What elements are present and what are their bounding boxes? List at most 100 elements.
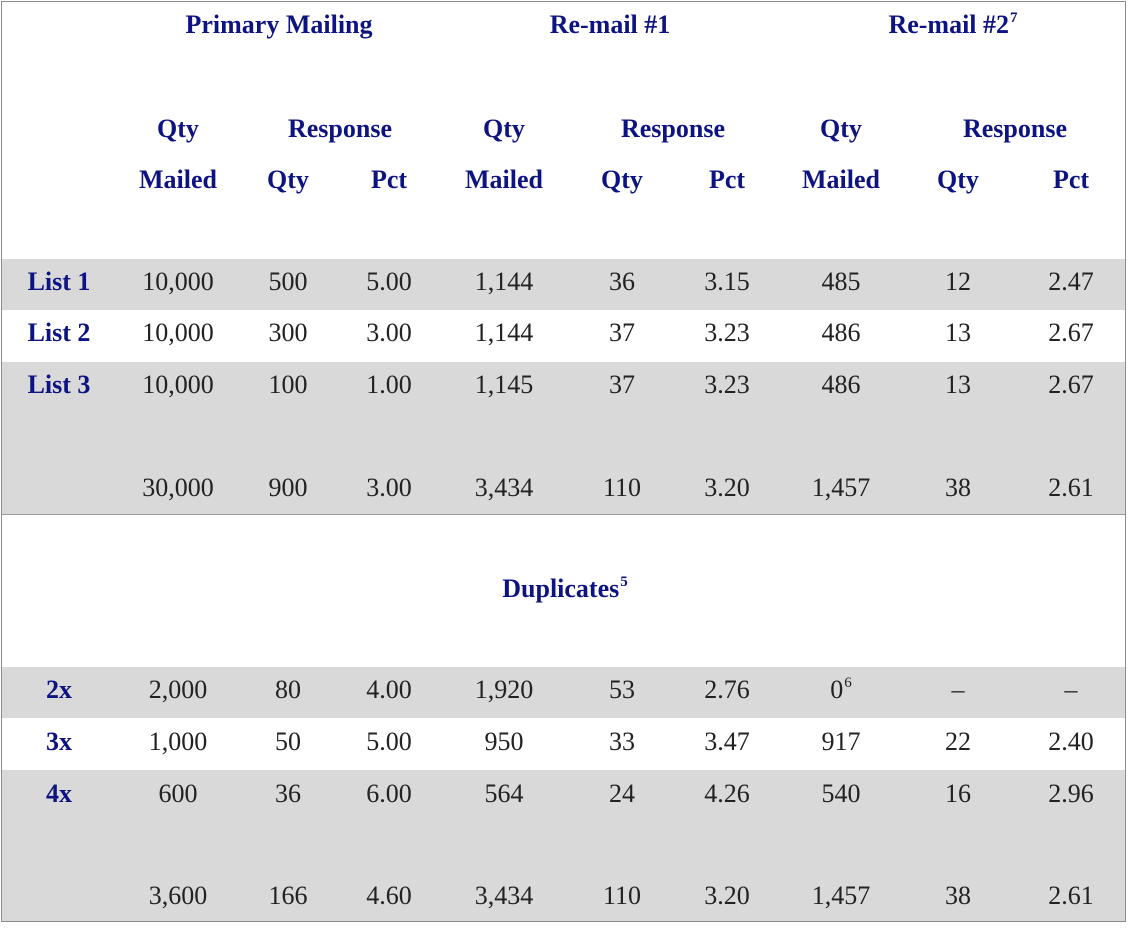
table-cell: 1,144: [474, 318, 534, 347]
table-cell: 3.00: [366, 318, 412, 347]
table-cell: 22: [945, 727, 971, 756]
table-cell: 2.76: [704, 675, 750, 704]
table-cell: 10,000: [142, 267, 214, 296]
header-mailed-primary: Mailed: [139, 165, 217, 194]
total-cell: 3,600: [148, 881, 208, 910]
header-remail-2: Re-mail #27: [888, 10, 1017, 40]
total-cell: 110: [602, 473, 642, 502]
table-cell: 4.26: [704, 779, 750, 808]
header-qty-remail-2: Qty: [820, 114, 862, 143]
table-cell: 950: [484, 727, 524, 756]
table-cell: –: [951, 675, 965, 704]
table-cell: 33: [609, 727, 635, 756]
row-label: 4x: [46, 779, 72, 808]
total-cell: 3.00: [366, 473, 412, 502]
table-cell: 300: [268, 318, 308, 347]
table-cell: 540: [821, 779, 861, 808]
table-cell: 485: [821, 267, 861, 296]
table-cell: 4.00: [366, 675, 412, 704]
row-label: List 1: [27, 267, 91, 296]
header-remail-1: Re-mail #1: [549, 10, 671, 39]
table-cell: 917: [821, 727, 861, 756]
header-response-remail-1: Response: [620, 114, 726, 143]
table-cell: 5.00: [366, 727, 412, 756]
footnote-6: 6: [844, 675, 852, 691]
table-cell: 37: [609, 318, 635, 347]
header-qty-remail-1: Qty: [483, 114, 525, 143]
table-cell: 1,920: [474, 675, 534, 704]
total-cell: 30,000: [142, 473, 214, 502]
row-band-dup-2x: [2, 667, 1125, 718]
table-cell: 50: [275, 727, 301, 756]
table-cell: –: [1064, 675, 1078, 704]
header-resp-qty-remail-1: Qty: [601, 165, 643, 194]
table-cell: 37: [609, 370, 635, 399]
table-cell: 486: [821, 370, 861, 399]
table-cell: 24: [609, 779, 635, 808]
total-cell: 38: [945, 881, 971, 910]
table-cell: 1,145: [474, 370, 534, 399]
duplicates-title: Duplicates5: [502, 574, 628, 604]
table-cell: 600: [158, 779, 198, 808]
header-mailed-remail-2: Mailed: [802, 165, 880, 194]
duplicates-title-label: Duplicates: [502, 574, 620, 603]
total-cell: 38: [945, 473, 971, 502]
header-pct-primary: Pct: [370, 165, 408, 194]
row-band-list-3-total: [2, 362, 1125, 514]
footnote-7: 7: [1010, 10, 1018, 26]
row-label: List 2: [27, 318, 91, 347]
table-cell: 3.15: [704, 267, 750, 296]
table-cell: 3.47: [704, 727, 750, 756]
table-cell: 3.23: [704, 318, 750, 347]
header-qty-primary: Qty: [157, 114, 199, 143]
table-cell: 486: [821, 318, 861, 347]
total-cell: 4.60: [366, 881, 412, 910]
table-cell: 6.00: [366, 779, 412, 808]
footnote-5: 5: [620, 574, 628, 590]
total-cell: 3.20: [704, 473, 750, 502]
row-label: 3x: [46, 727, 72, 756]
header-resp-qty-remail-2: Qty: [937, 165, 979, 194]
total-cell: 110: [602, 881, 642, 910]
table-cell: 3.23: [704, 370, 750, 399]
table-cell: 16: [945, 779, 971, 808]
total-cell: 2.61: [1048, 473, 1094, 502]
total-cell: 1,457: [811, 881, 871, 910]
table-cell: 80: [275, 675, 301, 704]
table-cell: 100: [268, 370, 308, 399]
table-cell: 1.00: [366, 370, 412, 399]
table-cell: 2.67: [1048, 318, 1094, 347]
total-cell: 2.61: [1048, 881, 1094, 910]
header-pct-remail-2: Pct: [1052, 165, 1090, 194]
table-cell: 10,000: [142, 318, 214, 347]
header-remail-2-label: Re-mail #2: [888, 10, 1010, 39]
total-cell: 166: [268, 881, 308, 910]
table-cell: 13: [945, 370, 971, 399]
table-cell: 53: [609, 675, 635, 704]
row-band-dup-4x-total: [2, 770, 1125, 921]
row-label: 2x: [46, 675, 72, 704]
table-cell: 10,000: [142, 370, 214, 399]
section-divider: [2, 514, 1125, 515]
table-cell: 06: [830, 675, 852, 704]
table-cell: 2.40: [1048, 727, 1094, 756]
header-pct-remail-1: Pct: [708, 165, 746, 194]
header-primary-mailing: Primary Mailing: [185, 10, 373, 39]
table-cell: 5.00: [366, 267, 412, 296]
table-cell: 2.67: [1048, 370, 1094, 399]
table-cell: 1,000: [148, 727, 208, 756]
total-cell: 3,434: [474, 473, 534, 502]
total-cell: 3.20: [704, 881, 750, 910]
table-cell: 2,000: [148, 675, 208, 704]
total-cell: 1,457: [811, 473, 871, 502]
table-cell: 36: [609, 267, 635, 296]
table-cell: 500: [268, 267, 308, 296]
header-mailed-remail-1: Mailed: [465, 165, 543, 194]
table-cell: 12: [945, 267, 971, 296]
table-cell: 2.96: [1048, 779, 1094, 808]
table-cell: 564: [484, 779, 524, 808]
header-resp-qty-primary: Qty: [267, 165, 309, 194]
total-cell: 900: [268, 473, 308, 502]
row-band-list-1: [2, 259, 1125, 310]
